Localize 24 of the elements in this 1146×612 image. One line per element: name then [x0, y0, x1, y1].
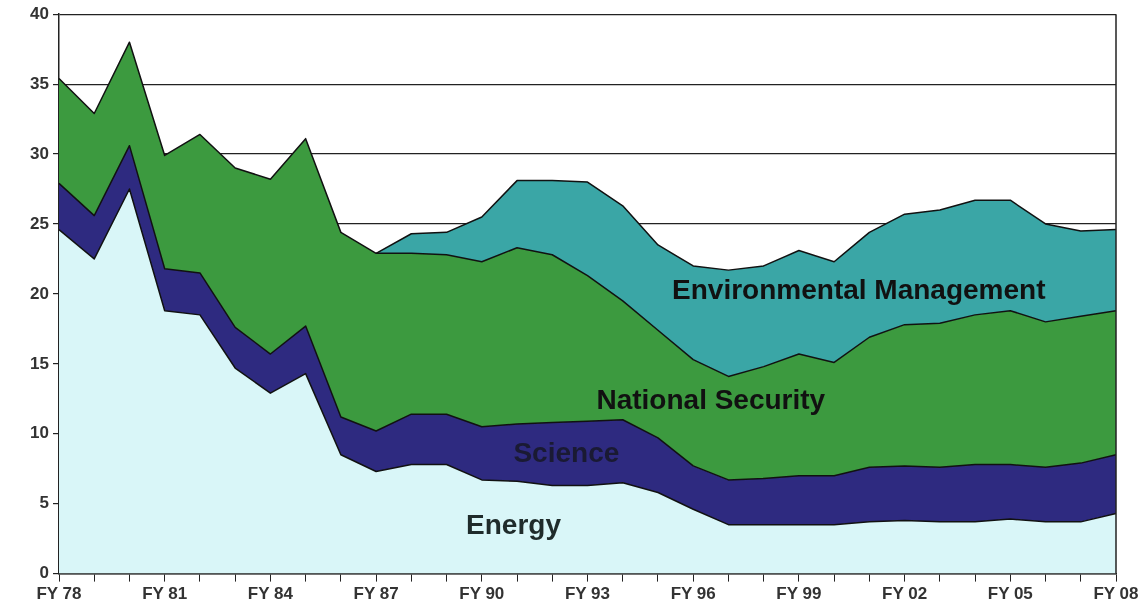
series-label: National Security [596, 384, 826, 416]
y-tick-label: 0 [39, 563, 49, 583]
x-tick-label: FY 08 [1093, 584, 1139, 604]
x-tick-label: FY 81 [142, 584, 188, 604]
x-tick-label: FY 78 [36, 584, 82, 604]
y-tick-label: 40 [30, 3, 49, 23]
series-label: Energy [466, 508, 562, 540]
x-tick-label: FY 84 [247, 584, 294, 604]
x-tick-label: FY 96 [670, 584, 716, 604]
x-tick-label: FY 05 [987, 584, 1033, 604]
x-tick-label: FY 93 [564, 584, 611, 604]
x-tick-label: FY 99 [776, 584, 822, 604]
series-label: Science [513, 437, 620, 469]
y-tick-label: 5 [39, 493, 49, 513]
series-label: Environmental Management [672, 273, 1046, 305]
x-tick-label: FY 87 [353, 584, 399, 604]
y-tick-label: 10 [30, 423, 49, 443]
x-tick-label: FY 02 [882, 584, 928, 604]
y-tick-label: 15 [30, 353, 49, 373]
y-tick-label: 30 [30, 143, 49, 163]
y-tick-label: 20 [30, 283, 49, 303]
y-tick-label: 25 [30, 213, 49, 233]
y-tick-label: 35 [30, 73, 49, 93]
x-tick-label: FY 90 [459, 584, 505, 604]
